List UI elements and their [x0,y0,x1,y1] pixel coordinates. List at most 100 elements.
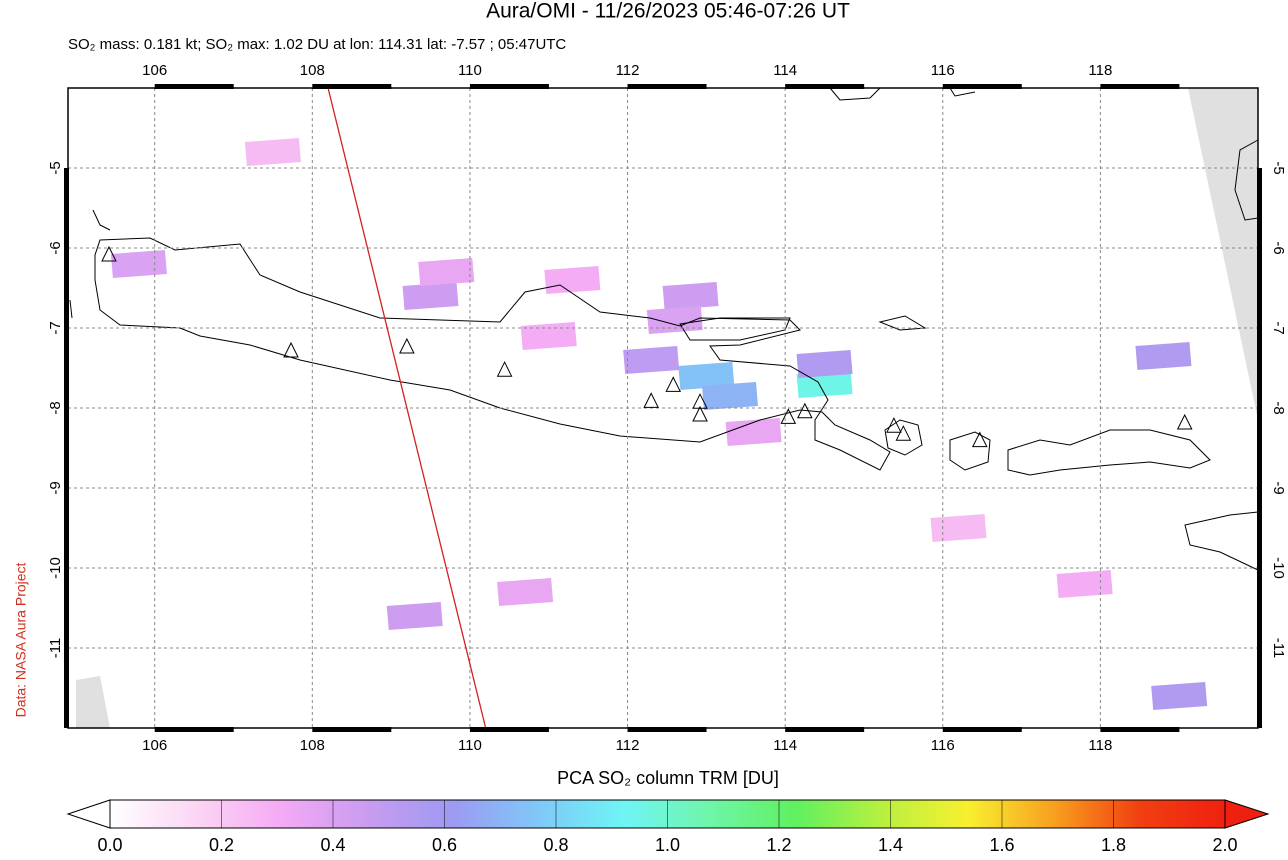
colorbar-tick-label: 1.4 [878,835,903,855]
tick-bar [627,727,707,732]
colorbar-under [66,799,111,829]
colorbar-tick-label: 0.4 [320,835,345,855]
volcano [496,361,513,377]
so2-pixel [725,418,782,446]
colorbar-tick-label: 0.6 [432,835,457,855]
volcano [780,408,797,424]
x-tick-label: 116 [931,737,955,754]
volcano [692,393,708,409]
tick-bar [627,84,707,89]
tick-bar [942,84,1022,89]
tick-bar [64,488,69,568]
colorbar-over [1224,799,1270,829]
y-tick-label: -9 [1270,481,1287,494]
colorbar-tick-label: 2.0 [1212,835,1237,855]
side-note: Data: NASA Aura Project [13,562,29,717]
tick-bar [1257,168,1262,248]
tick-bar [64,648,69,728]
colorbar-tick-label: 1.6 [989,835,1014,855]
volcano [665,376,682,392]
so2-pixel [544,266,601,294]
title: Aura/OMI - 11/26/2023 05:46-07:26 UT [486,0,850,23]
map-frame [67,87,1259,729]
y-tick-label: -7 [47,321,64,334]
tick-bar [1257,488,1262,568]
subtitle: SO₂ mass: 0.181 kt; SO₂ max: 1.02 DU at … [68,36,566,53]
tick-bar [64,408,69,488]
y-tick-label: -6 [47,241,64,254]
x-tick-label: 116 [931,62,955,79]
colorbar-tick-label: 1.8 [1101,835,1126,855]
tick-bar [1257,568,1262,648]
tick-bar [154,727,234,732]
tick-bar [785,84,865,89]
x-tick-label: 106 [142,62,167,79]
tick-bar [942,727,1022,732]
coastline [829,87,1259,571]
tick-bar [64,568,69,648]
so2-pixel [520,322,577,350]
y-tick-label: -7 [1270,321,1287,334]
y-tick-label: -6 [1270,241,1287,254]
y-tick-label: -11 [1270,638,1287,659]
y-tick-label: -10 [47,557,64,579]
tick-bar [469,727,549,732]
so2-pixel [662,282,719,310]
so2-pixel [402,282,459,310]
volcano [895,425,912,441]
x-tick-label: 108 [300,737,325,754]
no-data [1188,88,1258,420]
so2-pixel [701,382,758,410]
colorbar-tick-label: 1.2 [766,835,791,855]
tick-bar [312,727,392,732]
so2-pixel [110,250,167,278]
tick-bar [1257,648,1262,728]
x-tick-label: 118 [1088,737,1112,754]
coastline [884,419,923,456]
so2-pixel [623,346,680,374]
x-tick-label: 114 [773,737,797,754]
map [64,84,1262,732]
volcano [886,417,902,433]
x-tick-label: 110 [458,62,482,79]
so2-pixel [1135,342,1192,370]
so2-pixel [678,362,735,390]
coastline [949,431,991,471]
x-tick-label: 112 [616,62,640,79]
so2-pixel [930,514,987,542]
so2-pixel [497,578,554,606]
coastline [69,209,927,331]
so2-pixel [1151,682,1208,710]
y-tick-label: -5 [47,161,64,174]
y-tick-label: -5 [1270,161,1287,174]
y-tick-label: -8 [47,401,64,414]
x-tick-label: 108 [300,62,325,79]
tick-bar [64,248,69,328]
tick-bar [1257,328,1262,408]
tick-bar [64,328,69,408]
colorbar-tick-label: 0.2 [209,835,234,855]
colorbar: 0.0 0.2 0.4 0.6 0.8 1.0 1.2 1.4 1.6 1.8 2.0 [66,799,1270,855]
so2-pixel [386,602,443,630]
tick-bar [1100,84,1180,89]
no-data [76,676,110,728]
tick-bar [1257,248,1262,328]
colorbar-label: PCA SO₂ column TRM [DU] [557,768,779,788]
volcano [101,245,117,262]
x-tick-label: 118 [1088,62,1112,79]
volcano [283,341,299,358]
so2-pixel [646,306,703,334]
so2-pixel [418,258,475,286]
volcano [797,402,813,419]
y-tick-label: -10 [1270,557,1287,579]
y-tick-label: -8 [1270,401,1287,414]
volcano [399,337,415,354]
tick-bar [1257,408,1262,488]
volcano [971,431,988,448]
orbit-track [327,87,487,729]
so2-pixel [1056,570,1113,598]
y-tick-label: -11 [47,638,64,659]
colorbar-tick-label: 1.0 [655,835,680,855]
tick-bar [154,84,234,89]
